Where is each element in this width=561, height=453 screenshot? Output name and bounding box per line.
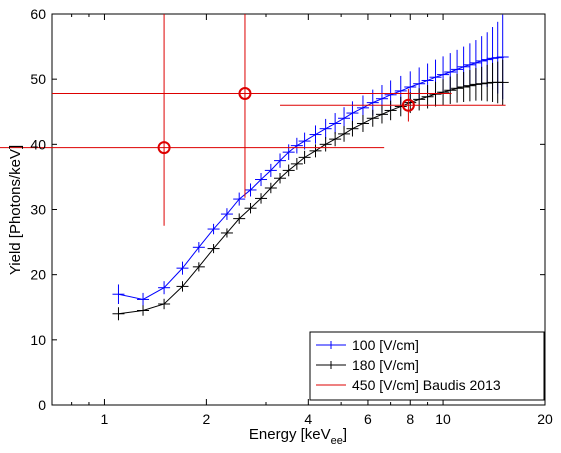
legend: 100 [V/cm] 180 [V/cm] 450 [V/cm] Baudis 20…	[309, 331, 545, 401]
y-tick-label: 0	[38, 397, 46, 413]
legend-box	[309, 331, 545, 401]
series-line	[118, 81, 503, 315]
y-tick-label: 30	[30, 202, 46, 218]
series-2	[0, 14, 506, 226]
y-tick-labels: 0 10 20 30 40 50 60	[30, 6, 46, 413]
x-axis-label: Energy [keVee]	[249, 426, 347, 447]
x-tick-label: 20	[537, 411, 553, 427]
axis-ticks	[52, 13, 546, 406]
data-point	[157, 141, 171, 155]
data-layer	[0, 14, 509, 321]
series-1	[112, 59, 509, 321]
y-axis-label: Yield [Photons/keV]	[7, 145, 24, 275]
x-tick-label: 2	[202, 411, 210, 427]
y-tick-label: 10	[30, 332, 46, 348]
legend-items: 100 [V/cm] 180 [V/cm] 450 [V/cm] Baudis 20…	[316, 337, 501, 393]
x-tick-label: 10	[435, 411, 451, 427]
x-tick-label: 6	[364, 411, 372, 427]
legend-label: 180 [V/cm]	[352, 357, 419, 373]
data-point	[401, 98, 415, 112]
legend-label: 450 [V/cm] Baudis 2013	[352, 377, 501, 393]
x-tick-label: 1	[101, 411, 109, 427]
x-tick-label: 8	[406, 411, 414, 427]
y-tick-label: 40	[30, 136, 46, 152]
legend-label: 100 [V/cm]	[352, 337, 419, 353]
x-tick-label: 4	[304, 411, 312, 427]
data-point	[238, 87, 252, 101]
x-tick-labels: 1 2 4 6 8 10 20	[101, 411, 553, 427]
y-tick-label: 60	[30, 6, 46, 22]
series-line	[118, 56, 503, 300]
y-tick-label: 50	[30, 71, 46, 87]
y-tick-label: 20	[30, 267, 46, 283]
